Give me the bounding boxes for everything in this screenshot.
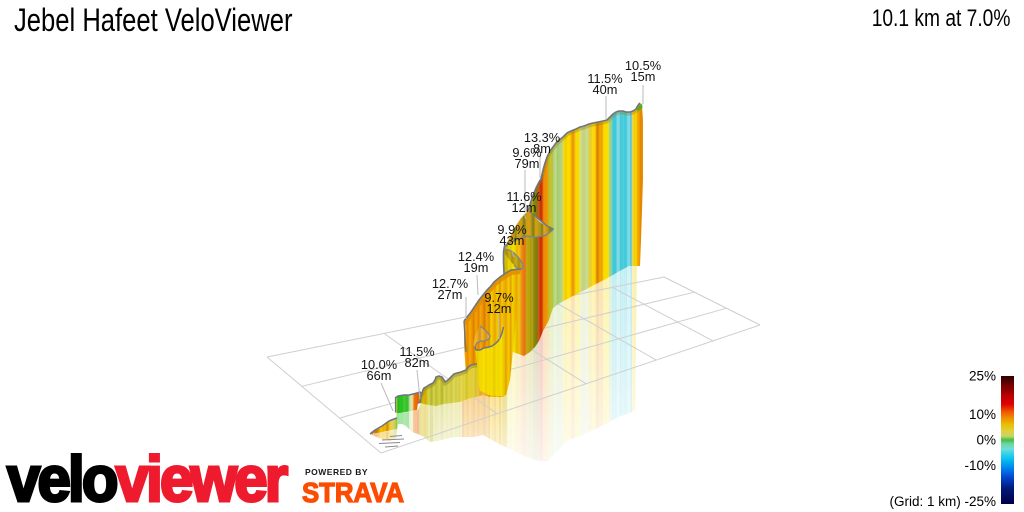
svg-text:19m: 19m [464,260,489,275]
svg-text:8m: 8m [533,141,551,156]
svg-text:40m: 40m [593,82,618,97]
svg-text:12.7%: 12.7% [432,276,468,291]
svg-text:66m: 66m [367,368,392,383]
svg-text:25%: 25% [969,369,996,384]
svg-text:12m: 12m [487,301,512,316]
svg-text:10.5%: 10.5% [625,58,661,73]
svg-text:9.6%: 9.6% [512,145,541,160]
svg-text:-10%: -10% [964,458,996,473]
svg-text:13.3%: 13.3% [524,130,560,145]
svg-text:9.9%: 9.9% [497,222,526,237]
svg-text:11.5%: 11.5% [399,344,434,359]
svg-text:12.4%: 12.4% [458,249,494,264]
svg-text:10.0%: 10.0% [361,357,397,372]
svg-text:9.7%: 9.7% [484,290,513,305]
svg-text:11.6%: 11.6% [506,189,541,204]
svg-text:12m: 12m [512,200,537,215]
svg-text:10%: 10% [969,407,996,422]
svg-text:(Grid: 1 km) -25%: (Grid: 1 km) -25% [889,494,996,509]
svg-text:0%: 0% [976,433,996,448]
svg-text:43m: 43m [500,233,525,248]
svg-text:82m: 82m [405,355,430,370]
svg-text:15m: 15m [631,69,656,84]
svg-text:27m: 27m [438,287,463,302]
svg-text:79m: 79m [515,156,540,171]
svg-text:11.5%: 11.5% [587,71,622,86]
